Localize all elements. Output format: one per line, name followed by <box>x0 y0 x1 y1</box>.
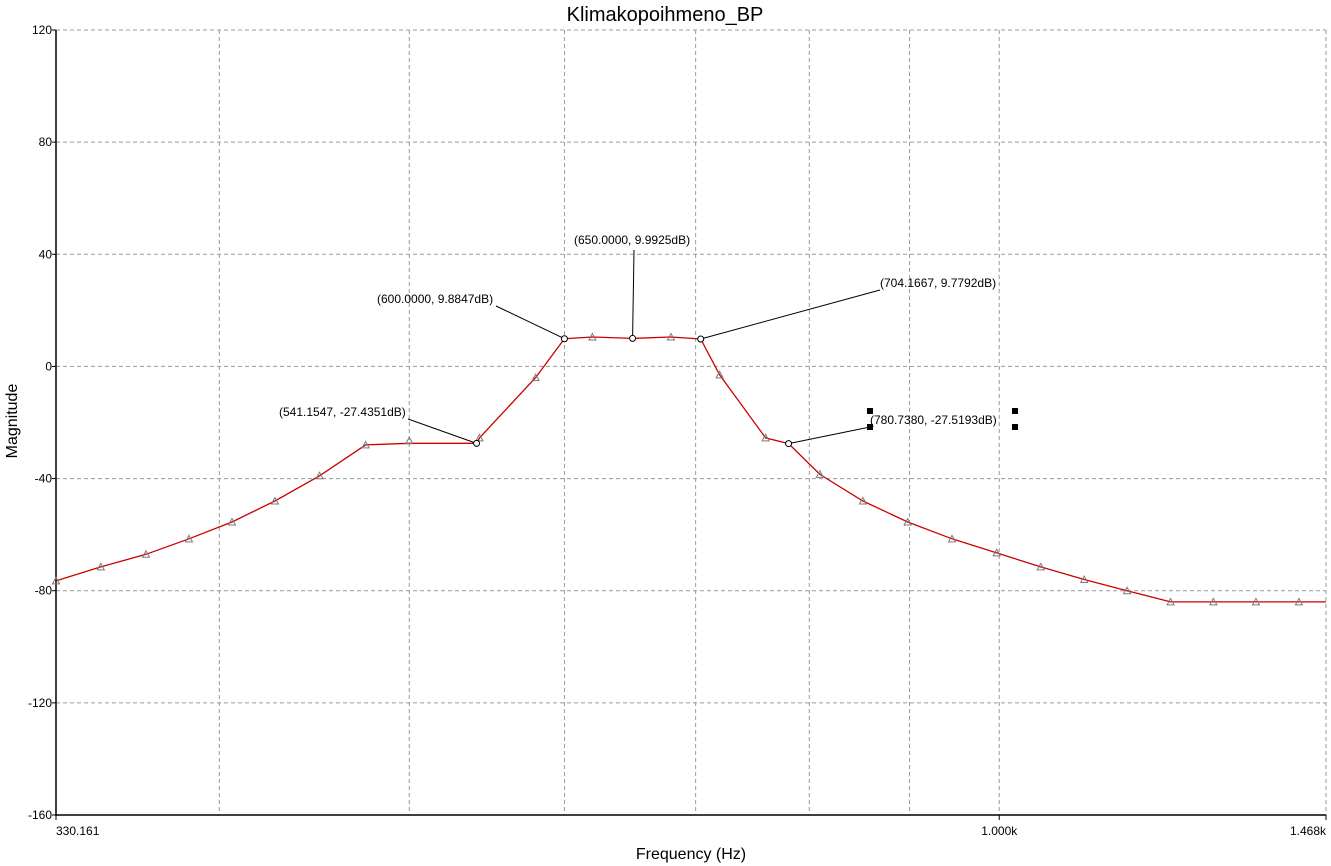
data-marker <box>184 534 194 543</box>
data-marker <box>1294 597 1304 606</box>
chart-title: Klimakopoihmeno_BP <box>567 4 764 26</box>
data-marker <box>1251 597 1261 606</box>
data-marker <box>947 534 957 543</box>
annotation-point <box>560 335 568 343</box>
data-marker <box>1166 597 1175 606</box>
data-marker <box>1079 574 1089 583</box>
data-marker <box>1122 586 1132 595</box>
x-tick-labels: 330.161 1.000k 1.468k <box>56 824 1327 838</box>
axes <box>52 29 1327 820</box>
selection-handle[interactable] <box>867 424 873 430</box>
y-tick-label: 40 <box>39 247 53 261</box>
y-tick-label: 120 <box>32 23 52 37</box>
data-marker <box>270 496 280 505</box>
annotations: (541.1547, -27.4351dB) (600.0000, 9.8847d… <box>279 233 997 448</box>
y-tick-label: 80 <box>39 135 53 149</box>
data-marker <box>475 433 484 442</box>
annotation-label: (600.0000, 9.8847dB) <box>377 292 493 306</box>
data-marker <box>404 436 414 445</box>
y-tick-label: -40 <box>35 472 53 486</box>
data-marker <box>315 471 324 480</box>
data-marker <box>141 549 151 558</box>
data-marker <box>588 332 597 341</box>
data-marker <box>227 517 237 526</box>
x-tick-label: 1.468k <box>1290 824 1327 838</box>
annotation-label: (541.1547, -27.4351dB) <box>279 405 406 419</box>
selection-handle[interactable] <box>1012 424 1018 430</box>
annotation-leader <box>495 305 565 340</box>
data-marker <box>361 440 370 449</box>
data-marker <box>666 332 676 341</box>
y-tick-label: -160 <box>28 808 52 822</box>
data-marker <box>715 370 724 379</box>
y-tick-labels: 120 80 40 0 -40 -80 -120 -160 <box>28 23 52 822</box>
annotation-label: (704.1667, 9.7792dB) <box>880 276 996 290</box>
annotation-leader <box>407 418 477 444</box>
series-markers <box>51 332 1304 606</box>
data-marker <box>51 576 61 585</box>
selection-handle[interactable] <box>867 408 873 414</box>
y-axis-title: Magnitude <box>4 384 21 459</box>
y-tick-label: -120 <box>28 696 52 710</box>
data-marker <box>815 469 825 478</box>
x-axis-title: Frequency (Hz) <box>636 846 746 863</box>
annotation-point <box>629 334 637 342</box>
selection-handle[interactable] <box>1012 408 1018 414</box>
data-marker <box>531 373 540 382</box>
y-tick-label: 0 <box>45 359 52 373</box>
data-marker <box>903 517 913 526</box>
annotation-point <box>785 440 793 448</box>
selection-handles[interactable] <box>867 408 1018 430</box>
grid <box>56 29 1327 815</box>
y-tick-label: -80 <box>35 584 53 598</box>
x-tick-label: 1.000k <box>981 824 1018 838</box>
annotation-leader <box>700 289 881 340</box>
annotation-point <box>697 335 705 343</box>
data-marker <box>761 433 770 442</box>
data-marker <box>992 548 1002 557</box>
annotation-point <box>473 439 481 447</box>
annotation-label: (650.0000, 9.9925dB) <box>574 233 690 247</box>
x-tick-label: 330.161 <box>56 824 100 838</box>
data-marker <box>858 496 868 505</box>
data-marker <box>1036 562 1046 571</box>
annotation-label: (780.7380, -27.5193dB) <box>870 413 997 427</box>
data-marker <box>96 562 106 571</box>
annotation-leader <box>788 426 871 445</box>
annotation-leader <box>632 249 635 339</box>
data-marker <box>1208 597 1218 606</box>
